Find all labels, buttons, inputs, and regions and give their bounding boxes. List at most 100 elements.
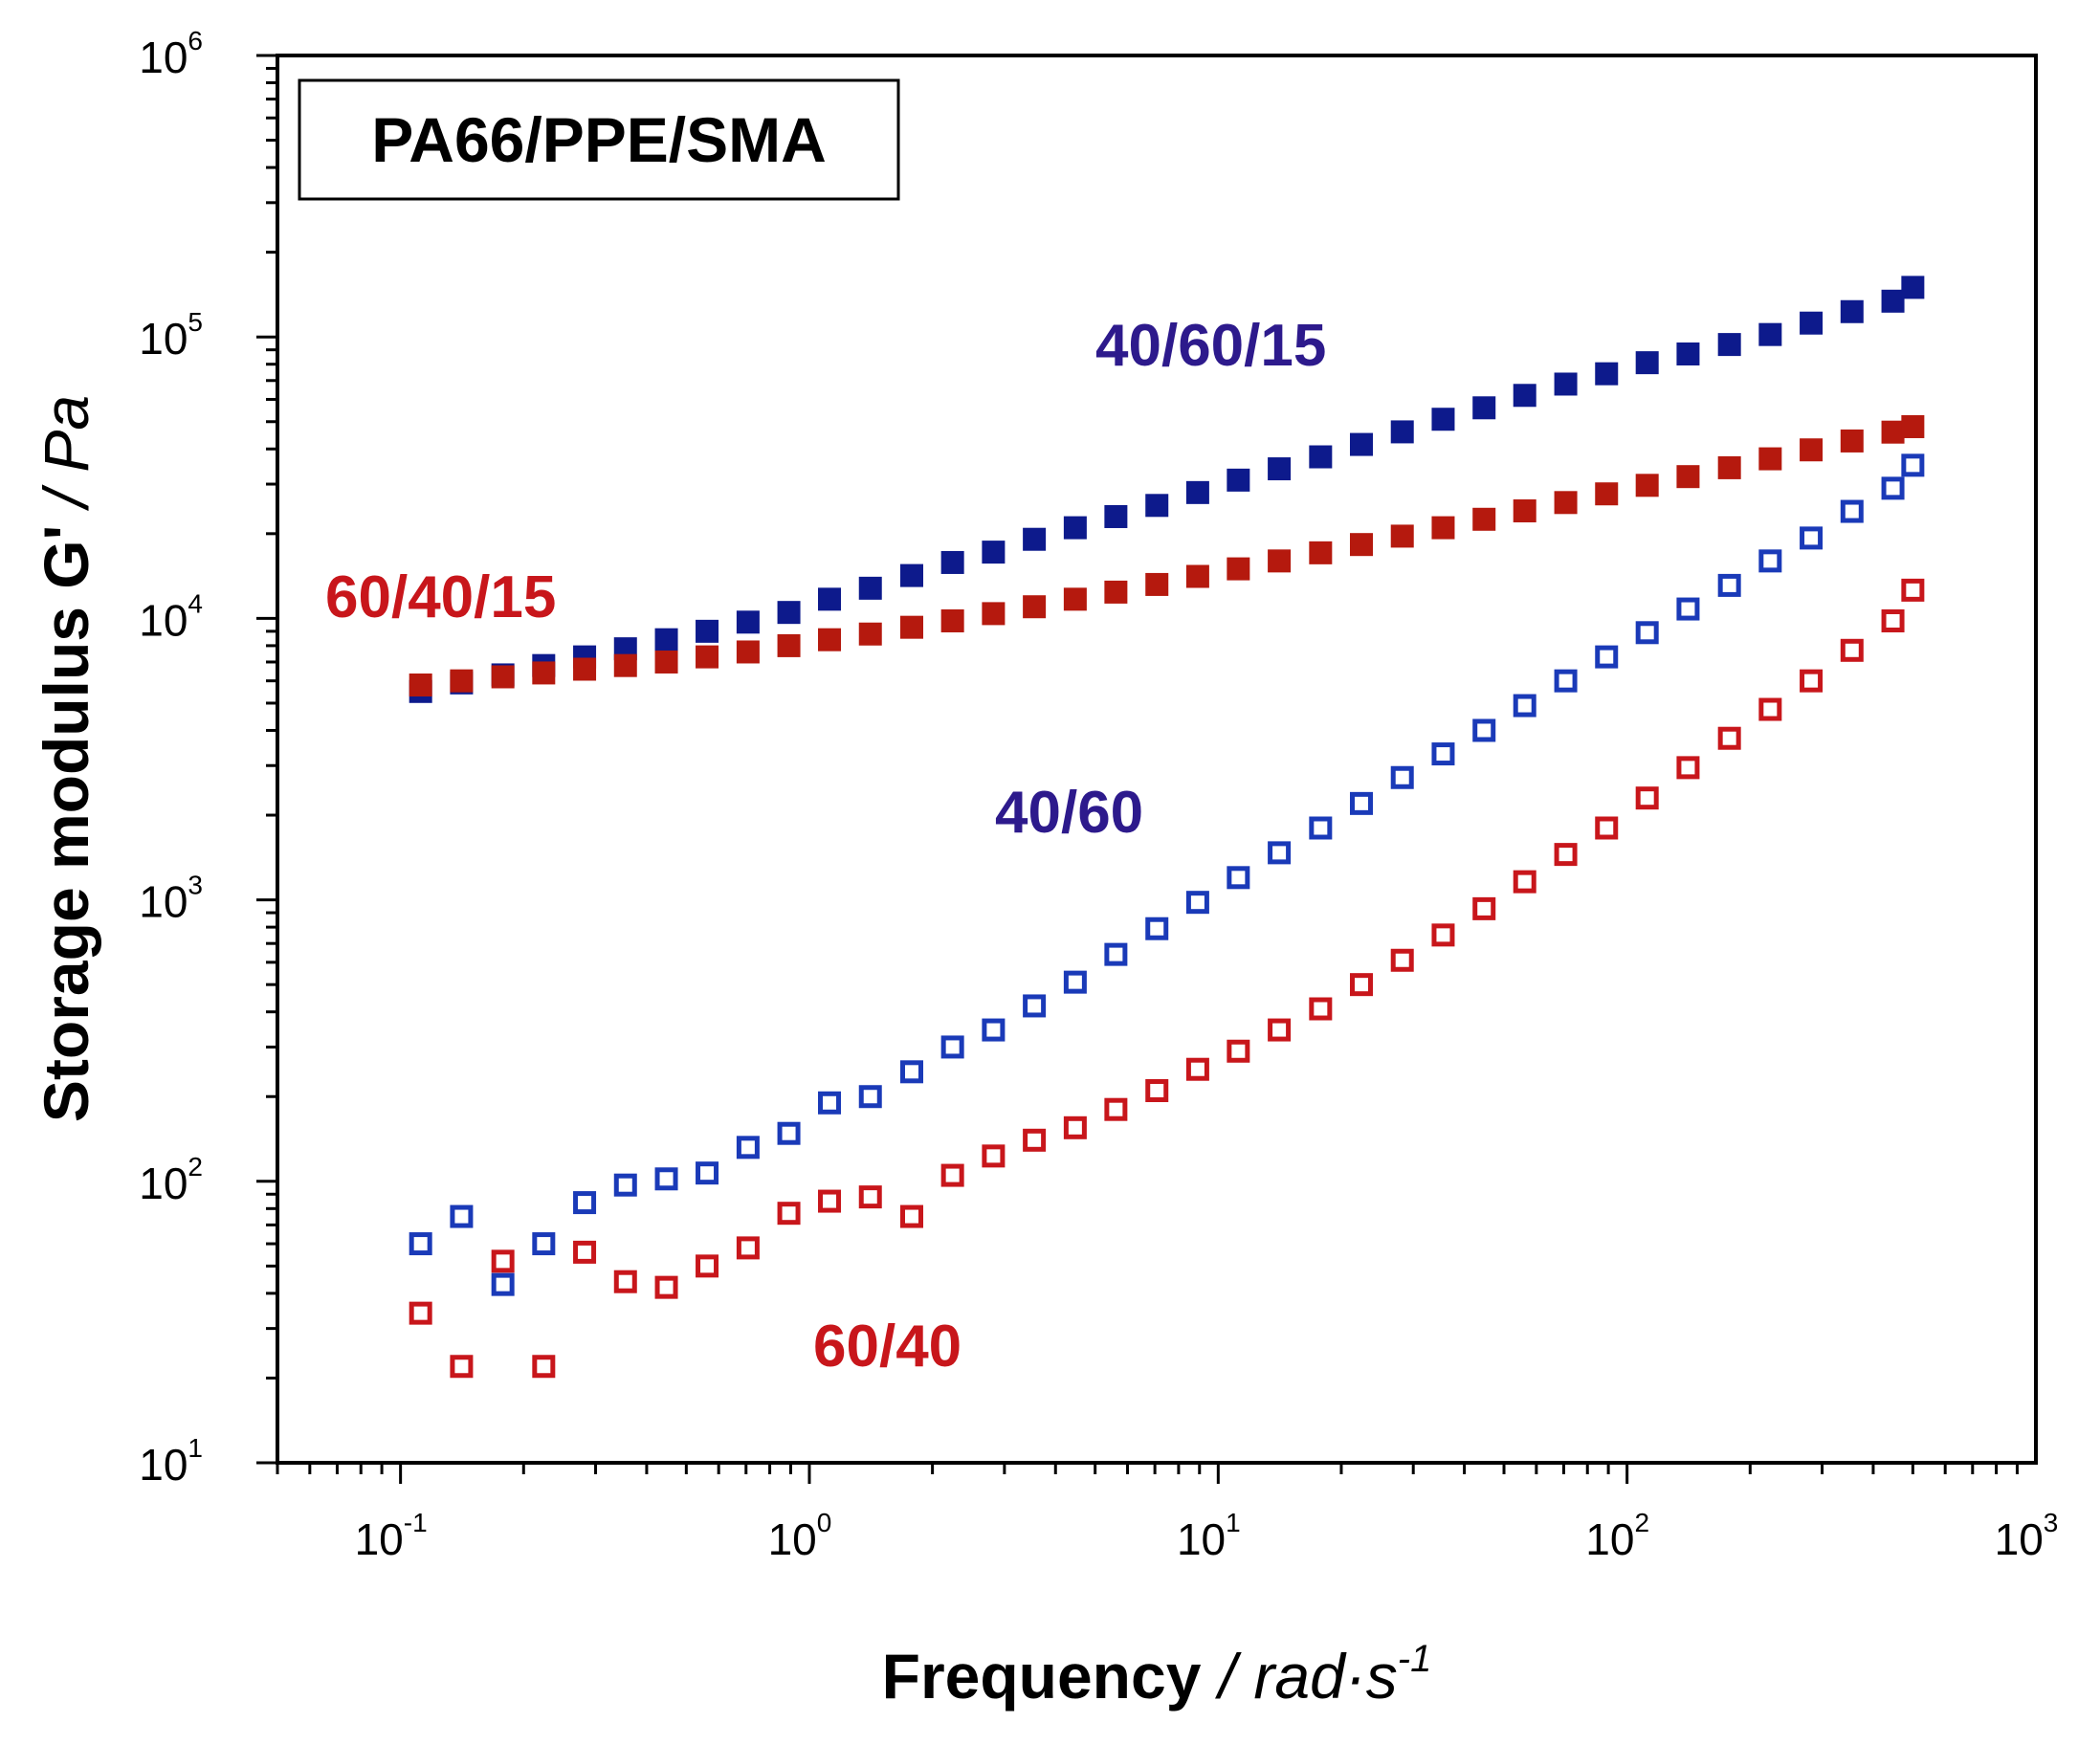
data-point [1840,299,1864,323]
data-point [696,1254,719,1278]
data-point [1104,580,1128,604]
data-point [1268,1018,1292,1042]
data-point [1901,414,1925,438]
data-point [1431,408,1455,431]
data-point [858,1185,882,1209]
data-point [1145,572,1169,596]
data-point [818,1091,842,1115]
x-tick-label: 101 [1177,1508,1241,1564]
data-point [982,1018,1006,1042]
data-point [1349,791,1373,815]
data-point [1431,923,1455,947]
data-point [1758,697,1782,721]
data-point [409,1301,432,1325]
data-point [1268,457,1292,481]
y-axis-ticks [256,54,277,1465]
data-point [1349,533,1373,557]
data-point [613,1173,637,1197]
data-point [777,1121,801,1145]
data-point [1676,342,1700,365]
data-point [1309,541,1333,564]
data-point [696,1161,719,1185]
data-point [1390,420,1414,444]
data-point [1185,1057,1209,1081]
y-tick-label: 101 [139,1433,203,1490]
data-point [491,1249,515,1273]
data-point [1513,870,1536,894]
data-point [573,1191,597,1215]
data-point [1800,311,1824,335]
x-tick-label: 103 [1995,1508,2059,1564]
data-point [982,1144,1006,1168]
data-point [1758,447,1782,471]
data-point [1268,841,1292,865]
x-axis-title: Frequency / rad·s-1 [882,1638,1432,1712]
data-point [409,673,432,696]
data-point [1840,429,1864,453]
data-point [1185,564,1209,588]
data-point [613,1270,637,1293]
y-tick-label: 105 [139,307,203,364]
data-point [858,576,882,600]
data-point [1227,468,1250,492]
data-point [1901,578,1925,602]
data-point [1881,476,1905,500]
data-point [899,615,923,639]
data-point [940,608,964,632]
data-point [818,587,842,611]
data-point [736,610,760,634]
data-point [736,1236,760,1260]
data-point [1717,726,1741,750]
data-point [1717,573,1741,597]
series-label-40-60-15: 40/60/15 [1095,313,1326,379]
title-box-text: PA66/PPE/SMA [371,104,827,175]
data-point [1554,491,1578,515]
data-point [1309,816,1333,840]
x-axis-ticks [276,1463,2019,1484]
data-point [1717,333,1741,357]
data-point [654,1167,678,1191]
plot-frame [276,54,2038,1465]
data-point [1023,595,1047,619]
data-point [777,1202,801,1226]
data-point [940,550,964,574]
data-point [1227,866,1250,890]
data-point [1145,494,1169,518]
data-point [532,1232,556,1256]
y-tick-label: 102 [139,1152,203,1208]
data-point [1472,396,1496,420]
data-point [1390,524,1414,548]
data-point [450,1204,474,1228]
data-point [654,650,678,674]
series-40-60 [409,453,1925,1296]
data-point [1881,420,1905,444]
data-point [1349,973,1373,997]
data-point [1881,289,1905,313]
data-point [858,1085,882,1109]
data-point [1901,276,1925,299]
series-label-60-40-15: 60/40/15 [325,564,556,630]
data-point [1635,621,1659,645]
title-box: PA66/PPE/SMA [298,78,900,201]
data-point [1431,516,1455,540]
data-point [1513,694,1536,718]
y-tick-label: 103 [139,871,203,927]
data-point [1595,482,1619,506]
data-point [1676,597,1700,621]
data-point [736,1136,760,1160]
series-60-40 [409,578,1925,1379]
series-40-60-15 [409,276,1925,703]
data-point [1472,507,1496,531]
data-point [1227,1039,1250,1063]
y-tick-label: 106 [139,26,203,82]
data-point [1309,445,1333,469]
data-point [1676,756,1700,780]
data-point [1104,942,1128,966]
data-point [1104,1097,1128,1121]
data-point [982,602,1006,626]
data-point [1023,1128,1047,1152]
data-point [450,669,474,693]
data-point [1268,549,1292,573]
data-point [1104,504,1128,528]
